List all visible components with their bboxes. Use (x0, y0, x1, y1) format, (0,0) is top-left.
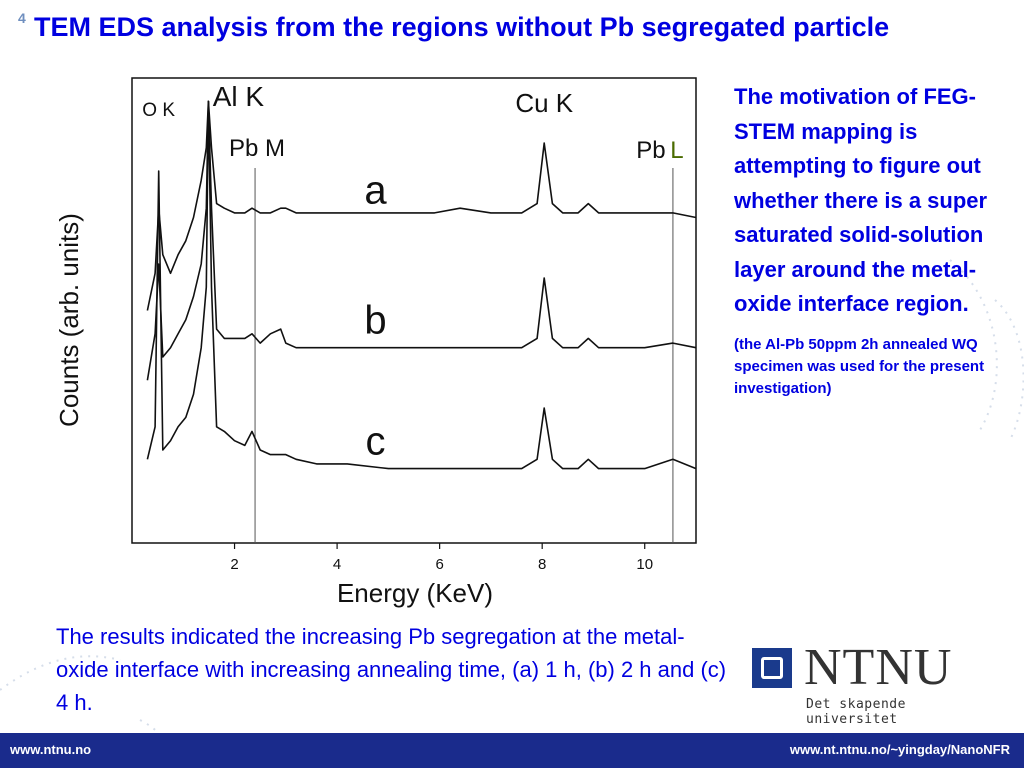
series-label-b: b (364, 299, 386, 343)
x-tick-label-6: 6 (435, 556, 443, 573)
peak-label-o-k: O K (142, 100, 175, 121)
motivation-text: The motivation of FEG-STEM mapping is at… (734, 84, 988, 316)
series-line-a (146, 100, 697, 311)
y-axis-label: Counts (arb. units) (54, 213, 84, 427)
x-tick-label-2: 2 (230, 556, 238, 573)
side-text-panel: The motivation of FEG-STEM mapping is at… (734, 80, 1014, 400)
slide-title: TEM EDS analysis from the regions withou… (34, 12, 890, 42)
footer-link-ntnu[interactable]: www.ntnu.no (10, 742, 92, 757)
ntnu-logo-name: NTNU (804, 639, 953, 696)
plot-frame (131, 77, 697, 544)
specimen-note: (the Al-Pb 50ppm 2h annealed WQ specimen… (734, 335, 985, 397)
ntnu-logo: NTNU Det skapende universitet (752, 639, 1002, 727)
footer-bar: www.ntnu.no www.nt.ntnu.no/~yingday/Nano… (0, 733, 1024, 768)
x-tick-label-4: 4 (333, 556, 341, 573)
peak-label-al-k: Al K (213, 81, 265, 112)
series-line-b (146, 100, 697, 381)
slide-number: 4 (18, 10, 26, 26)
x-tick-label-10: 10 (636, 556, 653, 573)
chart-svg: a b c O K Al K Pb M Cu K Pb L 2 4 6 8 10 Energy (Ke… (54, 77, 697, 608)
peak-label-pb-m: Pb M (229, 135, 285, 162)
x-axis-label: Energy (KeV) (337, 578, 493, 608)
peak-label-l: L (670, 137, 683, 164)
series-label-c: c (366, 420, 386, 464)
series-line-c (146, 100, 697, 470)
ntnu-logo-tagline: Det skapende universitet (806, 697, 906, 727)
series-label-a: a (364, 169, 387, 213)
ntnu-logo-icon (752, 648, 792, 688)
footer-link-nanonfr[interactable]: www.nt.ntnu.no/~yingday/NanoNFR (789, 742, 1010, 757)
results-caption: The results indicated the increasing Pb … (56, 624, 727, 715)
eds-spectrum-chart: a b c O K Al K Pb M Cu K Pb L 2 4 6 8 10 Energy (Ke… (50, 70, 710, 618)
x-tick-label-8: 8 (538, 556, 546, 573)
peak-label-cu-k: Cu K (515, 88, 573, 118)
peak-label-pb: Pb (636, 137, 665, 164)
